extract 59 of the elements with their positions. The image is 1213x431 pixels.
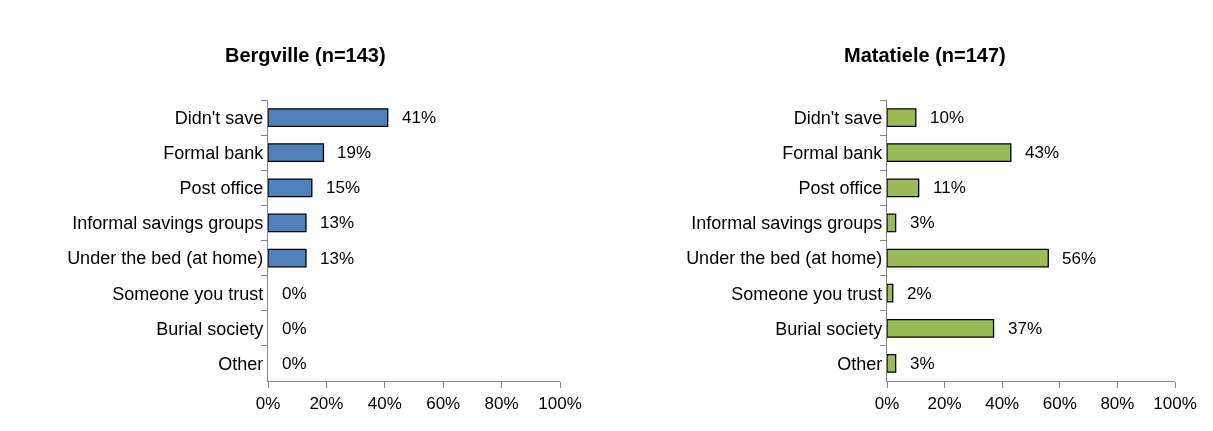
data-label: 13%	[320, 249, 355, 268]
x-tick-label: 40%	[367, 393, 402, 413]
data-label: 3%	[910, 213, 935, 232]
data-label: 0%	[282, 284, 307, 303]
bar	[887, 283, 894, 303]
x-tick-label: 20%	[927, 393, 962, 413]
y-tick-label: Other	[837, 353, 883, 374]
bar	[887, 354, 897, 373]
data-label: 3%	[910, 354, 935, 373]
x-tick-label: 20%	[309, 393, 344, 413]
y-tick-label: Didn't save	[793, 107, 883, 128]
data-label: 56%	[1062, 249, 1097, 268]
data-label: 15%	[326, 178, 361, 197]
y-tick-label: Informal savings groups	[691, 213, 883, 234]
data-label: 19%	[337, 143, 372, 162]
x-tick-label: 100%	[1153, 393, 1197, 413]
data-label: 41%	[402, 108, 437, 127]
bar	[268, 143, 325, 163]
x-tick-label: 80%	[484, 393, 519, 413]
data-label: 13%	[320, 213, 355, 232]
y-tick-label: Post office	[179, 178, 264, 199]
y-tick-label: Someone you trust	[112, 283, 264, 304]
bar	[268, 213, 307, 233]
x-tick-label: 0%	[874, 393, 900, 413]
chart-title: Bergville (n=143)	[225, 44, 386, 66]
bar	[887, 178, 920, 198]
data-label: 10%	[930, 108, 965, 127]
data-label: 0%	[282, 354, 307, 373]
bar	[887, 213, 897, 233]
data-label: 2%	[907, 284, 932, 303]
x-tick-label: 40%	[985, 393, 1020, 413]
y-tick-label: Post office	[798, 178, 883, 199]
data-label: 37%	[1008, 319, 1043, 338]
bar	[887, 143, 1012, 163]
data-label: 11%	[933, 178, 966, 197]
bar	[887, 318, 995, 338]
y-tick-label: Formal bank	[163, 142, 265, 163]
y-tick-label: Burial society	[775, 318, 883, 339]
y-tick-label: Other	[218, 353, 264, 374]
y-tick-label: Formal bank	[782, 142, 884, 163]
y-tick-label: Under the bed (at home)	[67, 248, 264, 269]
bar	[887, 248, 1049, 268]
y-tick-label: Someone you trust	[731, 283, 883, 304]
x-tick-label: 60%	[1042, 393, 1077, 413]
bar	[887, 108, 917, 127]
y-tick-label: Didn't save	[174, 107, 264, 128]
chart-title: Matatiele (n=147)	[844, 44, 1006, 66]
x-tick-label: 80%	[1100, 393, 1135, 413]
data-label: 0%	[282, 319, 307, 338]
x-tick-label: 60%	[426, 393, 461, 413]
data-label: 43%	[1025, 143, 1060, 162]
y-tick-label: Burial society	[156, 318, 264, 339]
bar	[268, 178, 313, 198]
y-tick-label: Under the bed (at home)	[686, 248, 883, 269]
x-tick-label: 0%	[255, 393, 281, 413]
x-tick-label: 100%	[538, 393, 582, 413]
bar	[268, 248, 307, 268]
bar	[268, 108, 389, 127]
y-tick-label: Informal savings groups	[72, 213, 264, 234]
